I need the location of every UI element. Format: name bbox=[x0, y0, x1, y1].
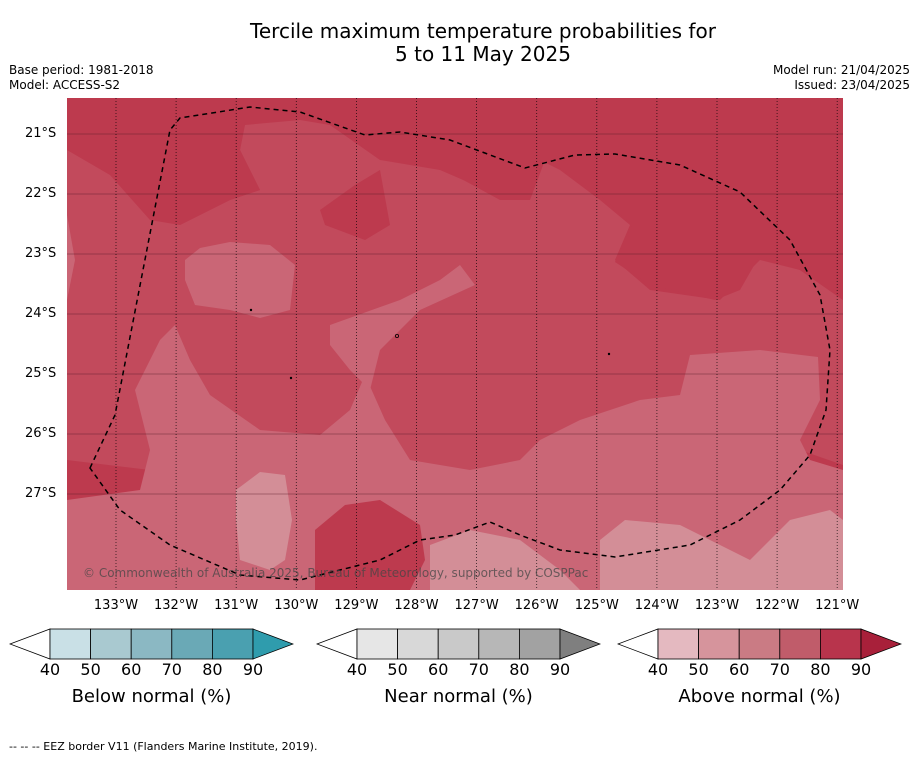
colorbar-tick-label: 50 bbox=[387, 660, 408, 679]
region-60-south-west bbox=[236, 472, 292, 570]
region-60-south-center bbox=[430, 530, 580, 590]
colorbar-segment bbox=[518, 628, 561, 660]
colorbar-tick-label: 90 bbox=[549, 660, 571, 679]
region-70-north bbox=[185, 242, 295, 318]
colorbar-segment bbox=[819, 628, 862, 660]
longitude-label: 132°W bbox=[154, 598, 199, 613]
island-marker bbox=[289, 376, 293, 380]
colorbar-title: Near normal (%) bbox=[384, 686, 533, 707]
colorbar-segment bbox=[698, 628, 740, 660]
title-line-2: 5 to 11 May 2025 bbox=[395, 42, 571, 66]
island-marker bbox=[607, 352, 611, 356]
colorbar-min-arrow bbox=[9, 628, 51, 660]
colorbar-max-arrow bbox=[559, 628, 601, 660]
longitude-label: 122°W bbox=[755, 598, 800, 613]
colorbar-tick-label: 50 bbox=[688, 660, 709, 679]
colorbar-segment bbox=[49, 628, 91, 660]
model-run: Model run: 21/04/2025 bbox=[772, 63, 910, 77]
colorbar-tick-label: 40 bbox=[647, 660, 669, 679]
colorbar-tick-label: 70 bbox=[161, 660, 182, 679]
colorbar-segment bbox=[356, 628, 398, 660]
colorbar-tick-label: 40 bbox=[346, 660, 368, 679]
longitude-label: 123°W bbox=[694, 598, 740, 613]
colorbar-segment bbox=[478, 628, 520, 660]
colorbar-tick-label: 40 bbox=[39, 660, 61, 679]
region-60-south-east bbox=[600, 510, 843, 590]
copyright-notice: © Commonwealth of Australia 2025, Bureau… bbox=[83, 566, 589, 580]
colorbar-max-arrow bbox=[252, 628, 294, 660]
region-90-north bbox=[67, 98, 843, 300]
longitude-label: 128°W bbox=[394, 598, 439, 613]
colorbar-segment bbox=[779, 628, 821, 660]
colorbar-segment bbox=[437, 628, 480, 660]
map-layers bbox=[67, 98, 843, 590]
colorbar-max-arrow bbox=[860, 628, 902, 660]
title-line-1: Tercile maximum temperature probabilitie… bbox=[250, 19, 716, 43]
longitude-label: 129°W bbox=[334, 598, 379, 613]
region-70-center bbox=[330, 265, 475, 390]
latitude-label: 21°S bbox=[25, 126, 57, 141]
eez-footnote: -- -- -- EEZ border V11 (Flanders Marine… bbox=[9, 740, 318, 753]
latitude-label: 23°S bbox=[25, 246, 57, 261]
colorbar-segment bbox=[738, 628, 781, 660]
longitude-label: 131°W bbox=[214, 598, 259, 613]
colorbar-segment bbox=[657, 628, 699, 660]
region-70-west bbox=[67, 215, 75, 300]
region-90-south bbox=[315, 500, 425, 590]
longitude-label: 126°W bbox=[514, 598, 559, 613]
colorbar-segment bbox=[90, 628, 132, 660]
colorbar-tick-label: 60 bbox=[428, 660, 449, 679]
island-marker bbox=[249, 308, 253, 312]
longitude-label: 124°W bbox=[634, 598, 679, 613]
latitude-label: 27°S bbox=[25, 486, 57, 501]
longitude-label: 125°W bbox=[574, 598, 619, 613]
colorbar-tick-label: 50 bbox=[80, 660, 101, 679]
map-title: Tercile maximum temperature probabilitie… bbox=[0, 20, 919, 66]
colorbar-tick-label: 90 bbox=[242, 660, 264, 679]
longitude-label: 121°W bbox=[815, 598, 860, 613]
colorbar bbox=[316, 628, 601, 660]
island-markers bbox=[249, 308, 611, 380]
colorbar-segment bbox=[211, 628, 254, 660]
colorbar-tick-label: 60 bbox=[121, 660, 142, 679]
colorbar-tick-label: 70 bbox=[769, 660, 790, 679]
model-name: Model: ACCESS-S2 bbox=[9, 78, 121, 92]
meta-right: Model run: 21/04/2025 Issued: 23/04/2025 bbox=[773, 63, 910, 93]
colorbar-title: Below normal (%) bbox=[71, 686, 232, 707]
colorbar-segment bbox=[397, 628, 439, 660]
longitude-label: 130°W bbox=[274, 598, 319, 613]
colorbar bbox=[617, 628, 902, 660]
graticule bbox=[67, 98, 843, 590]
latitude-label: 24°S bbox=[25, 306, 57, 321]
latitude-label: 26°S bbox=[25, 426, 57, 441]
eez-border bbox=[89, 106, 831, 581]
latitude-label: 25°S bbox=[25, 366, 57, 381]
colorbar-min-arrow bbox=[316, 628, 358, 660]
longitude-label: 127°W bbox=[454, 598, 499, 613]
colorbar-title: Above normal (%) bbox=[678, 686, 841, 707]
colorbar-segment bbox=[130, 628, 173, 660]
colorbar bbox=[9, 628, 294, 660]
longitude-label: 133°W bbox=[93, 598, 139, 613]
colorbar-segment bbox=[171, 628, 213, 660]
latitude-label: 22°S bbox=[25, 186, 57, 201]
colorbar-tick-label: 80 bbox=[509, 660, 530, 679]
colorbar-tick-label: 80 bbox=[202, 660, 223, 679]
colorbar-tick-label: 90 bbox=[850, 660, 872, 679]
meta-left: Base period: 1981-2018 Model: ACCESS-S2 bbox=[9, 63, 154, 93]
colorbar-tick-label: 80 bbox=[810, 660, 831, 679]
base-period: Base period: 1981-2018 bbox=[9, 63, 154, 77]
colorbar-min-arrow bbox=[617, 628, 659, 660]
island-marker bbox=[394, 333, 399, 338]
issued-date: Issued: 23/04/2025 bbox=[794, 78, 910, 92]
colorbar-tick-label: 70 bbox=[468, 660, 489, 679]
region-90-west-patch bbox=[320, 170, 390, 240]
colorbar-tick-label: 60 bbox=[729, 660, 750, 679]
